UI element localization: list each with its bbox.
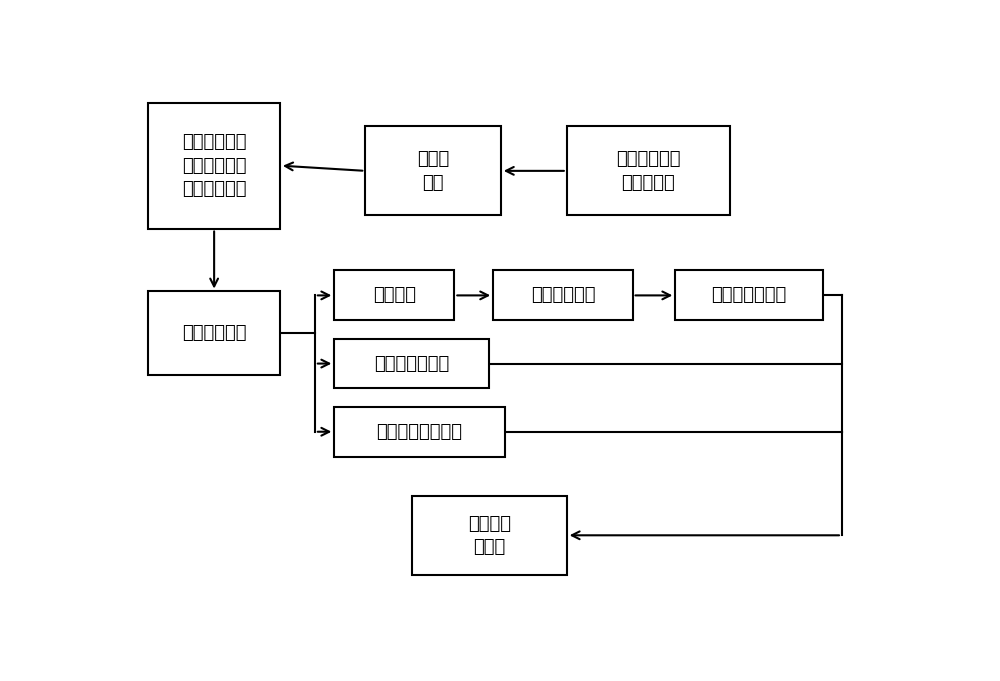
Text: 结果获取
及分析: 结果获取 及分析	[468, 515, 511, 556]
Bar	[334, 338, 489, 388]
Bar	[412, 496, 567, 575]
Text: 计算脂质核大小: 计算脂质核大小	[711, 287, 786, 304]
Bar	[365, 126, 501, 215]
Bar	[675, 270, 822, 320]
Text: 造影剂
注入: 造影剂 注入	[417, 150, 449, 191]
Bar	[148, 103, 280, 229]
Text: 指引导管、成
像导管置入: 指引导管、成 像导管置入	[616, 150, 680, 191]
Text: 管腔检测: 管腔检测	[373, 287, 416, 304]
Bar	[334, 270, 454, 320]
Text: 巨噬细胞密度检测: 巨噬细胞密度检测	[376, 423, 462, 441]
Bar	[334, 407, 505, 457]
Bar	[493, 270, 633, 320]
Bar	[148, 291, 280, 375]
Text: 提取管腔形变: 提取管腔形变	[531, 287, 595, 304]
Text: 光学探头送至
病变处扫描若
干个心动周期: 光学探头送至 病变处扫描若 干个心动周期	[182, 133, 246, 198]
Bar	[567, 126, 730, 215]
Text: 图像处理分析: 图像处理分析	[182, 324, 246, 343]
Text: 纤维帽厚度检测: 纤维帽厚度检测	[374, 355, 449, 373]
